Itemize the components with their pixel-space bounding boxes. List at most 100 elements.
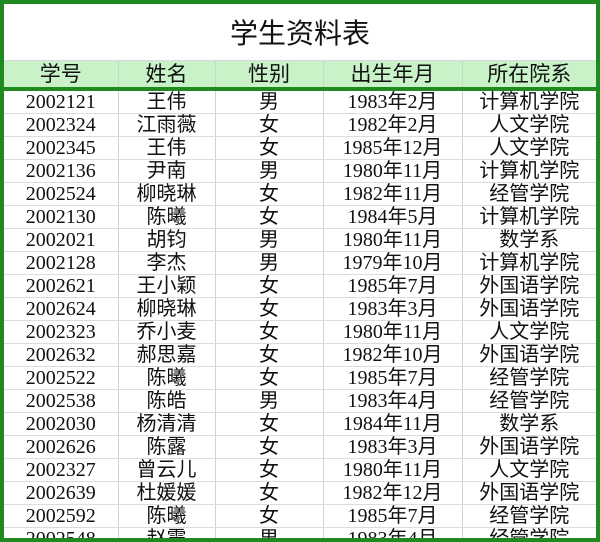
cell-name[interactable]: 江雨薇 (118, 113, 216, 137)
cell-student-id[interactable]: 2002639 (4, 481, 119, 505)
cell-department[interactable]: 计算机学院 (462, 205, 596, 229)
cell-gender[interactable]: 男 (215, 159, 324, 183)
cell-gender[interactable]: 女 (215, 343, 324, 367)
cell-birth-month[interactable]: 1983年4月 (323, 527, 463, 538)
cell-department[interactable]: 经管学院 (462, 389, 596, 413)
cell-department[interactable]: 计算机学院 (462, 159, 596, 183)
cell-name[interactable]: 李杰 (118, 251, 216, 275)
cell-name[interactable]: 王小颖 (118, 274, 216, 298)
cell-student-id[interactable]: 2002021 (4, 228, 119, 252)
cell-name[interactable]: 王伟 (118, 136, 216, 160)
cell-birth-month[interactable]: 1985年7月 (323, 366, 463, 390)
cell-birth-month[interactable]: 1984年11月 (323, 412, 463, 436)
cell-birth-month[interactable]: 1980年11月 (323, 159, 463, 183)
column-header-gender[interactable]: 性别 (215, 61, 324, 91)
cell-department[interactable]: 计算机学院 (462, 89, 596, 114)
cell-student-id[interactable]: 2002121 (4, 89, 119, 114)
cell-department[interactable]: 人文学院 (462, 113, 596, 137)
cell-birth-month[interactable]: 1982年12月 (323, 481, 463, 505)
cell-student-id[interactable]: 2002621 (4, 274, 119, 298)
cell-birth-month[interactable]: 1980年11月 (323, 458, 463, 482)
cell-birth-month[interactable]: 1980年11月 (323, 228, 463, 252)
cell-gender[interactable]: 女 (215, 366, 324, 390)
cell-department[interactable]: 数学系 (462, 412, 596, 436)
cell-name[interactable]: 尹南 (118, 159, 216, 183)
cell-department[interactable]: 人文学院 (462, 458, 596, 482)
cell-department[interactable]: 人文学院 (462, 136, 596, 160)
cell-birth-month[interactable]: 1985年12月 (323, 136, 463, 160)
cell-student-id[interactable]: 2002592 (4, 504, 119, 528)
cell-gender[interactable]: 女 (215, 274, 324, 298)
cell-department[interactable]: 外国语学院 (462, 435, 596, 459)
cell-gender[interactable]: 女 (215, 481, 324, 505)
cell-birth-month[interactable]: 1983年2月 (323, 89, 463, 114)
cell-department[interactable]: 经管学院 (462, 527, 596, 538)
cell-name[interactable]: 赵震 (118, 527, 216, 538)
cell-name[interactable]: 陈曦 (118, 366, 216, 390)
cell-department[interactable]: 计算机学院 (462, 251, 596, 275)
cell-student-id[interactable]: 2002624 (4, 297, 119, 321)
cell-name[interactable]: 陈曦 (118, 205, 216, 229)
cell-student-id[interactable]: 2002538 (4, 389, 119, 413)
cell-gender[interactable]: 女 (215, 320, 324, 344)
cell-student-id[interactable]: 2002626 (4, 435, 119, 459)
cell-department[interactable]: 外国语学院 (462, 297, 596, 321)
cell-gender[interactable]: 男 (215, 228, 324, 252)
cell-gender[interactable]: 女 (215, 113, 324, 137)
cell-student-id[interactable]: 2002128 (4, 251, 119, 275)
cell-student-id[interactable]: 2002324 (4, 113, 119, 137)
cell-gender[interactable]: 男 (215, 251, 324, 275)
cell-birth-month[interactable]: 1983年3月 (323, 297, 463, 321)
cell-birth-month[interactable]: 1982年10月 (323, 343, 463, 367)
cell-department[interactable]: 人文学院 (462, 320, 596, 344)
cell-student-id[interactable]: 2002327 (4, 458, 119, 482)
cell-name[interactable]: 陈露 (118, 435, 216, 459)
cell-name[interactable]: 王伟 (118, 89, 216, 114)
cell-gender[interactable]: 男 (215, 89, 324, 114)
cell-birth-month[interactable]: 1979年10月 (323, 251, 463, 275)
cell-department[interactable]: 外国语学院 (462, 481, 596, 505)
cell-name[interactable]: 乔小麦 (118, 320, 216, 344)
cell-student-id[interactable]: 2002130 (4, 205, 119, 229)
cell-student-id[interactable]: 2002030 (4, 412, 119, 436)
cell-gender[interactable]: 男 (215, 527, 324, 538)
cell-name[interactable]: 陈曦 (118, 504, 216, 528)
cell-name[interactable]: 杨清清 (118, 412, 216, 436)
column-header-department[interactable]: 所在院系 (462, 61, 596, 91)
cell-name[interactable]: 柳晓琳 (118, 182, 216, 206)
cell-birth-month[interactable]: 1984年5月 (323, 205, 463, 229)
cell-student-id[interactable]: 2002345 (4, 136, 119, 160)
cell-birth-month[interactable]: 1982年11月 (323, 182, 463, 206)
cell-gender[interactable]: 女 (215, 504, 324, 528)
cell-gender[interactable]: 男 (215, 389, 324, 413)
column-header-name[interactable]: 姓名 (118, 61, 216, 91)
cell-department[interactable]: 经管学院 (462, 504, 596, 528)
cell-gender[interactable]: 女 (215, 136, 324, 160)
cell-name[interactable]: 杜媛媛 (118, 481, 216, 505)
cell-gender[interactable]: 女 (215, 205, 324, 229)
cell-gender[interactable]: 女 (215, 182, 324, 206)
cell-birth-month[interactable]: 1985年7月 (323, 274, 463, 298)
cell-name[interactable]: 郝思嘉 (118, 343, 216, 367)
cell-birth-month[interactable]: 1983年3月 (323, 435, 463, 459)
column-header-birth-month[interactable]: 出生年月 (323, 61, 463, 91)
cell-gender[interactable]: 女 (215, 297, 324, 321)
cell-name[interactable]: 陈皓 (118, 389, 216, 413)
cell-name[interactable]: 胡钧 (118, 228, 216, 252)
cell-student-id[interactable]: 2002632 (4, 343, 119, 367)
cell-student-id[interactable]: 2002323 (4, 320, 119, 344)
cell-gender[interactable]: 女 (215, 458, 324, 482)
cell-gender[interactable]: 女 (215, 412, 324, 436)
cell-department[interactable]: 外国语学院 (462, 343, 596, 367)
cell-birth-month[interactable]: 1983年4月 (323, 389, 463, 413)
cell-department[interactable]: 数学系 (462, 228, 596, 252)
cell-name[interactable]: 柳晓琳 (118, 297, 216, 321)
cell-gender[interactable]: 女 (215, 435, 324, 459)
cell-department[interactable]: 经管学院 (462, 366, 596, 390)
cell-birth-month[interactable]: 1982年2月 (323, 113, 463, 137)
column-header-student-id[interactable]: 学号 (4, 61, 119, 91)
cell-birth-month[interactable]: 1985年7月 (323, 504, 463, 528)
cell-student-id[interactable]: 2002522 (4, 366, 119, 390)
cell-department[interactable]: 经管学院 (462, 182, 596, 206)
cell-department[interactable]: 外国语学院 (462, 274, 596, 298)
